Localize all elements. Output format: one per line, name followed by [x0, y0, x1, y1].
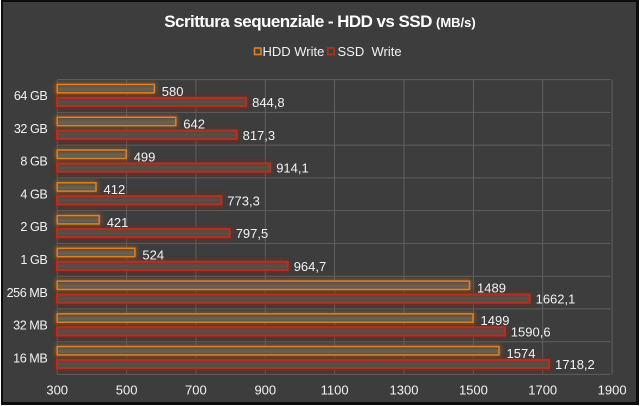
svg-text:16 MB: 16 MB [13, 351, 47, 365]
svg-text:1 GB: 1 GB [20, 253, 47, 267]
svg-text:1590,6: 1590,6 [511, 324, 551, 339]
svg-text:900: 900 [254, 382, 276, 397]
svg-text:773,3: 773,3 [227, 193, 260, 208]
svg-text:32 GB: 32 GB [14, 122, 48, 136]
svg-text:412: 412 [104, 182, 126, 197]
svg-text:32 MB: 32 MB [13, 319, 47, 333]
svg-text:HDD Write: HDD Write [263, 44, 325, 59]
svg-text:256 MB: 256 MB [7, 286, 48, 300]
svg-text:64 GB: 64 GB [14, 89, 48, 103]
svg-text:1574: 1574 [507, 346, 536, 361]
svg-text:1489: 1489 [477, 281, 506, 296]
svg-text:1662,1: 1662,1 [536, 292, 576, 307]
svg-text:500: 500 [116, 382, 138, 397]
svg-text:844,8: 844,8 [252, 95, 285, 110]
svg-text:524: 524 [142, 248, 164, 263]
svg-text:817,3: 817,3 [243, 128, 276, 143]
svg-text:1900: 1900 [598, 382, 627, 397]
svg-text:4 GB: 4 GB [20, 188, 47, 202]
svg-text:1499: 1499 [481, 313, 510, 328]
svg-text:1700: 1700 [528, 382, 557, 397]
svg-text:2 GB: 2 GB [20, 220, 47, 234]
svg-text:421: 421 [107, 215, 129, 230]
svg-text:1500: 1500 [459, 382, 488, 397]
svg-text:642: 642 [183, 117, 205, 132]
svg-text:580: 580 [162, 84, 184, 99]
svg-text:1300: 1300 [390, 382, 419, 397]
svg-text:914,1: 914,1 [276, 161, 309, 176]
svg-text:300: 300 [46, 382, 68, 397]
svg-text:1718,2: 1718,2 [555, 357, 595, 372]
svg-text:797,5: 797,5 [236, 226, 269, 241]
svg-text:1100: 1100 [321, 382, 349, 397]
svg-text:700: 700 [185, 382, 207, 397]
svg-text:SSD Write: SSD Write [338, 44, 402, 59]
svg-text:Scrittura sequenziale - HDD vs: Scrittura sequenziale - HDD vs SSD (MB/s… [164, 12, 475, 31]
svg-text:964,7: 964,7 [294, 259, 327, 274]
svg-text:499: 499 [134, 149, 156, 164]
svg-text:8 GB: 8 GB [20, 155, 47, 169]
